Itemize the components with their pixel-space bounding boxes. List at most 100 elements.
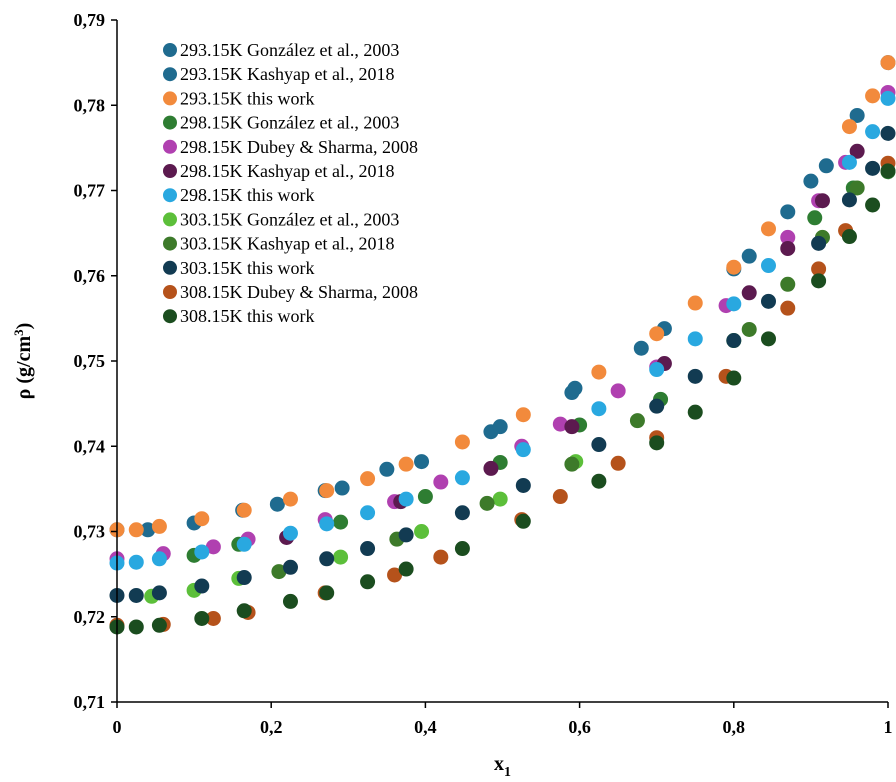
data-point (483, 460, 499, 476)
legend-label: 308.15K this work (180, 306, 315, 326)
legend-label: 293.15K González et al., 2003 (180, 40, 399, 60)
data-point (803, 173, 819, 189)
legend-marker (163, 260, 177, 275)
legend-marker (163, 236, 177, 251)
data-point (194, 610, 210, 626)
data-point (194, 544, 210, 560)
data-point (319, 516, 335, 532)
data-point (610, 383, 626, 399)
data-point (236, 502, 252, 518)
legend-marker (163, 309, 177, 324)
data-point (269, 496, 285, 512)
data-point (360, 505, 376, 521)
data-point (811, 235, 827, 251)
data-point (687, 404, 703, 420)
legend-label: 293.15K this work (180, 88, 315, 108)
data-point (454, 470, 470, 486)
y-tick-label: 0,71 (74, 692, 106, 712)
data-point (319, 585, 335, 601)
x-tick-label: 0,4 (414, 717, 437, 737)
data-point (649, 435, 665, 451)
legend-marker (163, 188, 177, 203)
data-point (492, 419, 508, 435)
data-point (726, 296, 742, 312)
data-point (151, 585, 167, 601)
x-axis-title: x1 (494, 753, 511, 780)
data-point (319, 483, 335, 499)
y-axis-title: ρ (g/cm3) (11, 323, 35, 400)
data-point (379, 461, 395, 477)
data-point (687, 368, 703, 384)
legend-marker (163, 67, 177, 82)
data-point (591, 473, 607, 489)
data-point (760, 221, 776, 237)
data-point (128, 554, 144, 570)
data-point (236, 570, 252, 586)
y-tick-label: 0,74 (74, 436, 106, 456)
data-point (841, 192, 857, 208)
y-tick-label: 0,72 (74, 607, 106, 627)
legend-label: 298.15K González et al., 2003 (180, 113, 399, 133)
data-point (760, 331, 776, 347)
data-point (128, 619, 144, 635)
data-point (454, 434, 470, 450)
data-point (649, 398, 665, 414)
data-point (880, 125, 896, 141)
data-point (865, 124, 881, 140)
data-point (865, 197, 881, 213)
data-point (567, 380, 583, 396)
y-tick-label: 0,77 (74, 181, 106, 201)
axes: 0,71 0,72 0,73 0,74 0,75 0,76 0,77 0,78 0,79 0 0,2… (74, 10, 893, 737)
data-point (780, 300, 796, 316)
data-point (760, 258, 776, 274)
data-point (564, 419, 580, 435)
data-point (780, 229, 796, 245)
data-point (515, 442, 531, 458)
data-point (140, 522, 156, 538)
data-point (333, 514, 349, 530)
data-point (849, 180, 865, 196)
data-point (194, 511, 210, 527)
data-point (360, 541, 376, 557)
data-point (333, 549, 349, 565)
legend-label: 293.15K Kashyap et al., 2018 (180, 64, 394, 84)
legend-marker (163, 212, 177, 227)
data-point (271, 564, 287, 580)
legend-label: 303.15K this work (180, 258, 315, 278)
data-point (880, 55, 896, 71)
legend: 293.15K González et al., 2003 293.15K Kas… (163, 40, 418, 326)
legend-marker (163, 115, 177, 130)
data-point (633, 340, 649, 356)
data-point (414, 454, 430, 470)
data-point (360, 574, 376, 590)
data-point (205, 539, 221, 555)
data-point (807, 210, 823, 226)
data-point (515, 407, 531, 423)
data-point (515, 513, 531, 529)
data-point (433, 474, 449, 490)
data-point (741, 321, 757, 337)
data-point (610, 455, 626, 471)
data-point (398, 456, 414, 472)
data-point (849, 107, 865, 123)
data-point (398, 527, 414, 543)
y-tick-label: 0,78 (74, 95, 106, 115)
data-point (360, 471, 376, 487)
data-point (591, 437, 607, 453)
data-point (591, 401, 607, 417)
data-point (417, 489, 433, 505)
data-point (282, 559, 298, 575)
data-point (492, 491, 508, 507)
y-tick-label: 0,75 (74, 351, 106, 371)
data-point (741, 285, 757, 301)
data-point (760, 293, 776, 309)
data-point (841, 154, 857, 170)
legend-marker (163, 139, 177, 154)
data-point (865, 160, 881, 176)
data-point (387, 567, 403, 583)
x-tick-label: 0 (113, 717, 122, 737)
data-point (649, 326, 665, 342)
data-point (814, 193, 830, 209)
data-point (282, 593, 298, 609)
